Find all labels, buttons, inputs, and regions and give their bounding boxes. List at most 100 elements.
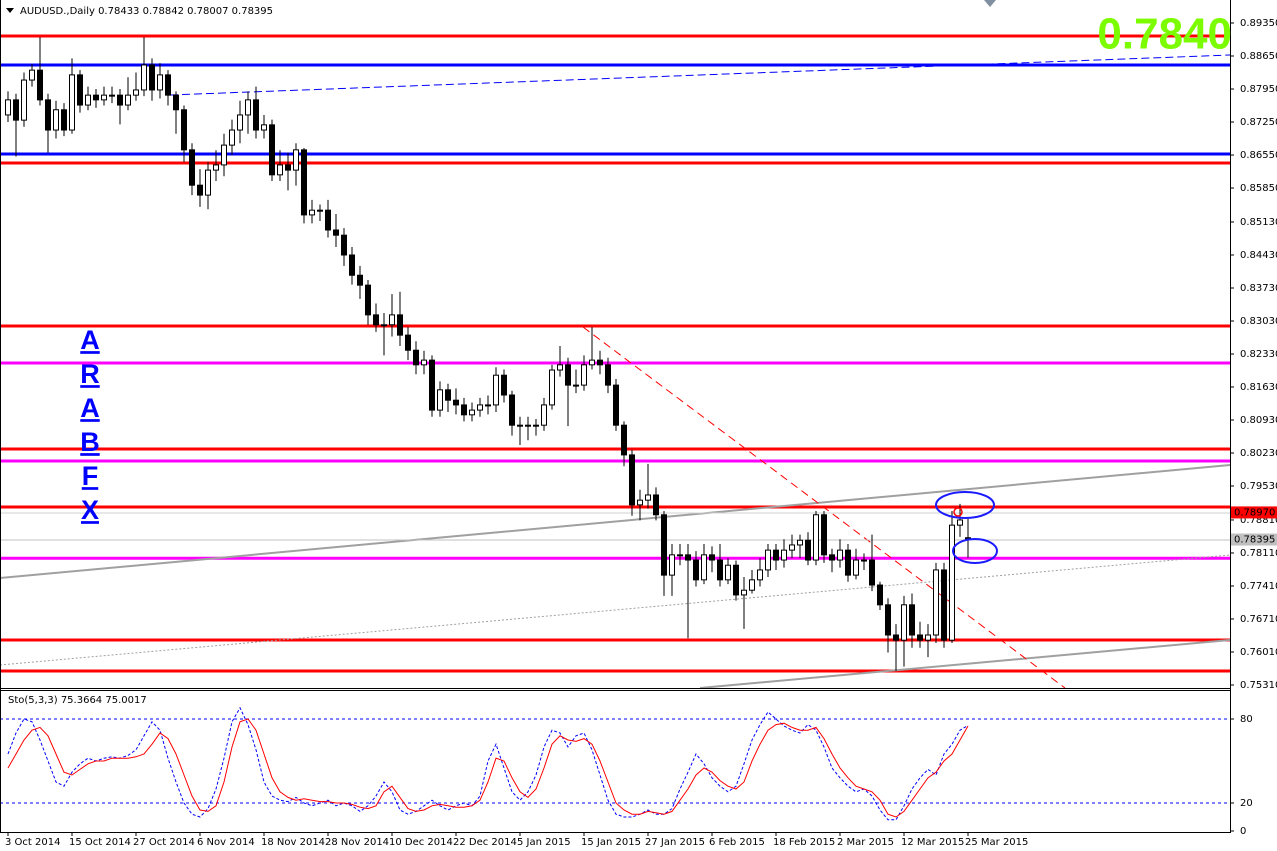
candle-body: [605, 364, 611, 386]
candle-body: [309, 209, 315, 216]
highlight-ellipse: [952, 538, 998, 564]
candle-body: [117, 94, 123, 106]
candle-body: [437, 389, 443, 411]
x-tick-label: 15 Oct 2014: [69, 837, 131, 848]
candle-body: [445, 389, 451, 401]
candle-body: [661, 514, 667, 576]
candle-body: [901, 604, 907, 641]
x-tick-label: 25 Mar 2015: [965, 837, 1028, 848]
frame: [0, 0, 1231, 833]
candle-body: [269, 124, 275, 176]
x-tick-label: 27 Oct 2014: [133, 837, 195, 848]
watermark-letter: F: [82, 461, 99, 491]
stochastic-line: [7, 718, 969, 818]
watermark-letter: X: [81, 495, 99, 525]
candle-body: [13, 99, 19, 121]
watermark-letter: A: [80, 325, 100, 355]
candle-body: [405, 334, 411, 351]
candle-body: [253, 99, 259, 131]
candle-body: [573, 384, 579, 387]
candle-body: [685, 554, 691, 561]
candle-body: [333, 229, 339, 236]
candle-body: [621, 424, 627, 456]
candle-body: [733, 564, 739, 596]
watermark-letter: A: [80, 393, 100, 423]
candle-body: [45, 99, 51, 131]
candle-body: [373, 314, 379, 326]
candle-body: [797, 539, 803, 546]
candle-body: [413, 349, 419, 366]
candle-body: [645, 494, 651, 501]
menu-arrow: [6, 8, 14, 13]
candle-body: [461, 404, 467, 416]
candle-body: [725, 564, 731, 581]
candle-body: [917, 634, 923, 641]
x-tick-label: 3 Oct 2014: [5, 837, 60, 848]
candle-body: [885, 604, 891, 636]
candle-body: [453, 399, 459, 406]
candle-body: [61, 109, 67, 131]
candle-body: [509, 394, 515, 426]
x-tick-label: 15 Jan 2015: [581, 837, 641, 848]
x-tick-label: 2 Mar 2015: [837, 837, 894, 848]
candle-body: [37, 69, 43, 101]
candle-body: [125, 94, 131, 106]
candle-body: [813, 514, 819, 561]
candle-body: [781, 549, 787, 561]
candle-body: [541, 404, 547, 426]
candle-body: [133, 89, 139, 96]
highlight-ellipse: [935, 491, 995, 519]
candle-body: [109, 94, 115, 97]
candle-body: [805, 539, 811, 561]
candle-body: [941, 569, 947, 641]
x-tick-label: 6 Nov 2014: [197, 837, 255, 848]
candle-body: [149, 64, 155, 91]
candle-body: [29, 69, 35, 81]
candle-body: [485, 404, 491, 407]
chart-title: AUDUSD.,Daily 0.78433 0.78842 0.78007 0.…: [20, 6, 273, 17]
candle-body: [765, 549, 771, 571]
candle-body: [189, 149, 195, 186]
candle-body: [21, 79, 27, 121]
x-tick-label: 28 Nov 2014: [325, 837, 389, 848]
candle-body: [365, 284, 371, 316]
y-tick-label: 20: [1240, 798, 1253, 809]
candle-body: [757, 569, 763, 581]
candle-body: [245, 99, 251, 116]
candle-body: [325, 209, 331, 231]
candle-body: [349, 254, 355, 276]
labels: AUDUSD.,Daily 0.78433 0.78842 0.78007 0.…: [5, 6, 1277, 848]
candle-body: [557, 364, 563, 371]
candle-body: [381, 324, 387, 327]
trendlines: [0, 54, 1231, 689]
candle-body: [221, 144, 227, 166]
candle-body: [229, 129, 235, 146]
candle-body: [5, 99, 11, 116]
candle-body: [533, 424, 539, 427]
candle-body: [741, 589, 747, 596]
x-tick-label: 5 Jan 2015: [517, 837, 571, 848]
trendline: [699, 639, 1231, 689]
candle-body: [173, 94, 179, 111]
candle-body: [669, 554, 675, 576]
candle-body: [213, 164, 219, 171]
candle-body: [141, 64, 147, 91]
candle-body: [749, 579, 755, 591]
candle-body: [893, 634, 899, 641]
candle-body: [469, 409, 475, 416]
candle-body: [205, 169, 211, 196]
candle-body: [293, 149, 299, 171]
price-marker: [1231, 506, 1277, 519]
candle-body: [701, 554, 707, 581]
stochastic-line: [7, 706, 969, 821]
candle-body: [181, 109, 187, 151]
